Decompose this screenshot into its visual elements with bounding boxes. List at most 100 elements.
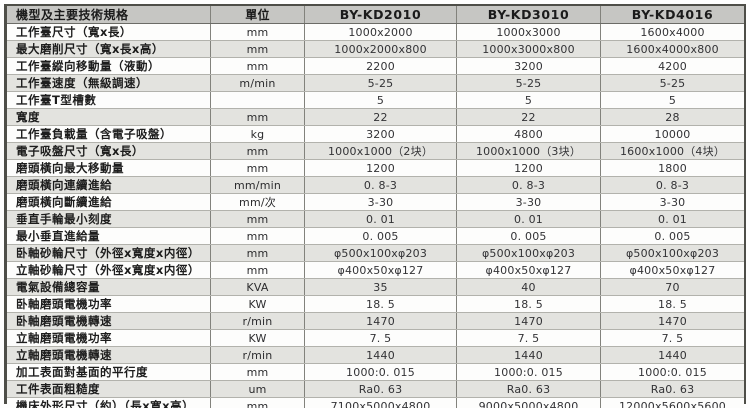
table-row: 工作臺縱向移動量（液動） mm 2200 3200 4200 [7,58,744,75]
header-unit-label: 單位 [211,6,305,23]
value-by-kd3010: φ500x100xφ203 [457,245,601,261]
value-by-kd3010: 1440 [457,347,601,363]
value-by-kd4016: 0. 005 [654,229,691,243]
value-by-kd2010: 1000x2000x800 [305,41,457,57]
table-row: 寬度 mm 22 22 28 [7,109,744,126]
header-model-by-kd4016: BY-KD4016 [631,7,714,22]
row-label: 磨頭橫向最大移動量 [7,160,211,176]
value-by-kd4016: 7. 5 [661,331,684,345]
value-by-kd3010: 9000x5000x4800 [457,398,601,408]
value-by-kd3010: 3200 [457,58,601,74]
value-by-kd3010: 1470 [457,313,601,329]
row-label: 寬度 [7,109,211,125]
table-row: 電氣設備總容量 KVA 35 40 70 [7,279,744,296]
value-by-kd3010: 0. 005 [457,228,601,244]
table-row: 立軸砂輪尺寸（外徑x寬度x内徑） mm φ400x50xφ127 φ400x50xφ1… [7,262,744,279]
value-by-kd2010: 1440 [305,347,457,363]
value-by-kd4016: φ400x50xφ127 [629,263,716,277]
value-by-kd4016: 1600x4000 [640,25,705,39]
value-by-kd3010: 7. 5 [457,330,601,346]
row-unit: mm [211,109,305,125]
row-unit: kg [211,126,305,142]
row-label: 電氣設備總容量 [7,279,211,295]
table-row: 電子吸盤尺寸（寬x長） mm 1000x1000（2块） 1000x1000（3块） 1… [7,143,744,160]
row-label: 最小垂直進給量 [7,228,211,244]
row-unit: m/min [211,75,305,91]
row-label: 工作臺負載量（含電子吸盤） [7,126,211,142]
value-by-kd4016: 1470 [658,314,687,328]
header-model-by-kd3010: BY-KD3010 [457,6,601,23]
row-label: 立軸砂輪尺寸（外徑x寬度x内徑） [7,262,211,278]
value-by-kd2010: 1200 [305,160,457,176]
row-unit: um [211,381,305,397]
table-row: 工作臺負載量（含電子吸盤） kg 3200 4800 10000 [7,126,744,143]
header-spec-label: 機型及主要技術規格 [7,6,211,23]
row-unit: mm [211,228,305,244]
value-by-kd4016: 28 [665,110,680,124]
header-model-by-kd2010: BY-KD2010 [305,6,457,23]
value-by-kd2010: 5 [305,92,457,108]
value-by-kd4016: Ra0. 63 [650,382,695,396]
row-unit: mm [211,160,305,176]
value-by-kd3010: 40 [457,279,601,295]
value-by-kd3010: 22 [457,109,601,125]
table-row: 工作臺速度（無級調速） m/min 5-25 5-25 5-25 [7,75,744,92]
value-by-kd4016: 1000:0. 015 [638,365,707,379]
value-by-kd3010: 1000x1000（3块） [457,143,601,159]
value-by-kd2010: 5-25 [305,75,457,91]
table-row: 機床外形尺寸（約）（長x寬x高） mm 7100x5000x4800 9000x500… [7,398,744,408]
table-row: 卧軸磨頭電機功率 KW 18. 5 18. 5 18. 5 [7,296,744,313]
value-by-kd4016: 0. 01 [658,212,687,226]
value-by-kd3010: 1000x3000 [457,24,601,40]
table-row: 垂直手輪最小刻度 mm 0. 01 0. 01 0. 01 [7,211,744,228]
row-label: 工作臺尺寸（寬x長） [7,24,211,40]
value-by-kd3010: 4800 [457,126,601,142]
value-by-kd3010: 18. 5 [457,296,601,312]
row-unit: mm/次 [211,194,305,210]
value-by-kd3010: Ra0. 63 [457,381,601,397]
table-row: 立軸磨頭電機轉速 r/min 1440 1440 1440 [7,347,744,364]
table-row: 加工表面對基面的平行度 mm 1000:0. 015 1000:0. 015 1000:… [7,364,744,381]
value-by-kd4016: 18. 5 [658,297,687,311]
table-row: 最大磨削尺寸（寬x長x高） mm 1000x2000x800 1000x3000x80… [7,41,744,58]
value-by-kd2010: 1470 [305,313,457,329]
value-by-kd4016: 1600x4000x800 [626,42,719,56]
value-by-kd4016: 10000 [654,127,691,141]
row-label: 工作臺T型槽數 [7,92,211,108]
value-by-kd2010: 3-30 [305,194,457,210]
row-unit: r/min [211,313,305,329]
value-by-kd2010: φ500x100xφ203 [305,245,457,261]
table-row: 卧軸砂輪尺寸（外徑x寬度x内徑） mm φ500x100xφ203 φ500x100x… [7,245,744,262]
value-by-kd4016: 5-25 [659,76,686,90]
value-by-kd4016: 3-30 [659,195,686,209]
value-by-kd2010: 0. 01 [305,211,457,227]
value-by-kd2010: 1000x2000 [305,24,457,40]
table-row: 工作臺T型槽數 5 5 5 [7,92,744,109]
table-row: 立軸磨頭電機功率 KW 7. 5 7. 5 7. 5 [7,330,744,347]
value-by-kd4016: 70 [665,280,680,294]
value-by-kd2010: 18. 5 [305,296,457,312]
row-label: 卧軸砂輪尺寸（外徑x寬度x内徑） [7,245,211,261]
value-by-kd2010: 1000:0. 015 [305,364,457,380]
table-row: 磨頭橫向最大移動量 mm 1200 1200 1800 [7,160,744,177]
value-by-kd4016: 0. 8-3 [655,178,690,192]
row-unit: mm [211,398,305,408]
row-label: 機床外形尺寸（約）（長x寬x高） [7,398,211,408]
row-unit: mm/min [211,177,305,193]
value-by-kd4016: 5 [668,93,677,107]
value-by-kd3010: 1000x3000x800 [457,41,601,57]
row-label: 加工表面對基面的平行度 [7,364,211,380]
value-by-kd3010: 5-25 [457,75,601,91]
value-by-kd2010: 2200 [305,58,457,74]
value-by-kd3010: 5 [457,92,601,108]
table-row: 最小垂直進給量 mm 0. 005 0. 005 0. 005 [7,228,744,245]
row-label: 工作臺縱向移動量（液動） [7,58,211,74]
table-row: 工件表面粗糙度 um Ra0. 63 Ra0. 63 Ra0. 63 [7,381,744,398]
value-by-kd2010: 1000x1000（2块） [305,143,457,159]
table-row: 磨頭橫向連續進給 mm/min 0. 8-3 0. 8-3 0. 8-3 [7,177,744,194]
value-by-kd2010: 0. 005 [305,228,457,244]
row-unit: KW [211,330,305,346]
row-unit: KVA [211,279,305,295]
row-label: 磨頭橫向連續進給 [7,177,211,193]
